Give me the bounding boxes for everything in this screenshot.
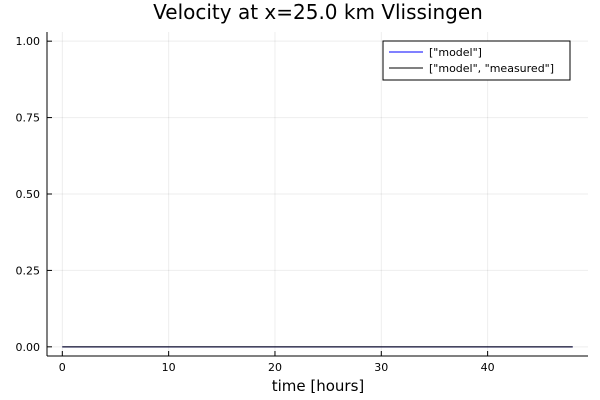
x-tick-label: 20 xyxy=(268,361,282,374)
x-tick-label: 0 xyxy=(59,361,66,374)
legend-box xyxy=(382,40,571,81)
x-axis-label: time [hours] xyxy=(272,377,365,395)
legend-label: ["model", "measured"] xyxy=(429,62,554,75)
legend-label: ["model"] xyxy=(429,46,482,59)
y-tick-label: 0.00 xyxy=(16,341,41,354)
x-tick-label: 10 xyxy=(162,361,176,374)
tick-layer: 0 10 20 30 40 0.00 0.25 0.50 0.75 1.00 xyxy=(16,35,495,374)
y-tick-label: 0.25 xyxy=(16,264,41,277)
y-tick-label: 1.00 xyxy=(16,35,41,48)
y-tick-label: 0.50 xyxy=(16,188,41,201)
x-tick-label: 40 xyxy=(481,361,495,374)
chart-title: Velocity at x=25.0 km Vlissingen xyxy=(153,0,483,24)
y-tick-label: 0.75 xyxy=(16,112,41,125)
legend: ["model"] ["model", "measured"] xyxy=(382,40,571,81)
x-tick-label: 30 xyxy=(374,361,388,374)
